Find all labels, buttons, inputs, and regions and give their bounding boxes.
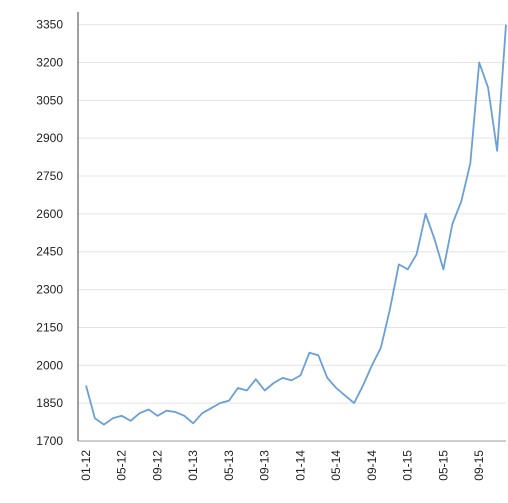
y-tick-label: 2750 <box>36 169 63 183</box>
y-tick-label: 1850 <box>36 396 63 410</box>
x-tick-label: 05-13 <box>222 450 236 481</box>
y-tick-label: 2600 <box>36 207 63 221</box>
x-tick-label: 01-15 <box>401 450 415 481</box>
x-tick-label: 01-14 <box>293 450 307 481</box>
x-tick-label: 05-15 <box>436 450 450 481</box>
x-axis-tick-labels: 01-12 05-12 09-12 01-13 05-13 09-13 01-14 05-14… <box>79 450 486 481</box>
x-tick-label: 09-13 <box>258 450 272 481</box>
x-tick-label: 05-12 <box>115 450 129 481</box>
y-tick-label: 3200 <box>36 55 63 69</box>
y-tick-label: 1700 <box>36 434 63 448</box>
series-line <box>85 24 507 426</box>
x-tick-label: 09-15 <box>472 450 486 481</box>
gridlines <box>78 24 506 404</box>
x-tick-label: 09-12 <box>150 450 164 481</box>
y-tick-label: 2300 <box>36 283 63 297</box>
y-tick-label: 2150 <box>36 320 63 334</box>
x-tick-label: 01-13 <box>186 450 200 481</box>
y-tick-label: 2000 <box>36 358 63 372</box>
y-axis-tick-labels: 1700 1850 2000 2150 2300 2450 2600 2750 2900 3050… <box>36 18 63 448</box>
x-tick-label: 05-14 <box>329 450 343 481</box>
x-tick-label: 09-14 <box>365 450 379 481</box>
y-tick-label: 2900 <box>36 131 63 145</box>
y-tick-label: 3350 <box>36 18 63 32</box>
x-tick-label: 01-12 <box>79 450 93 481</box>
y-tick-label: 3050 <box>36 93 63 107</box>
y-tick-label: 2450 <box>36 245 63 259</box>
